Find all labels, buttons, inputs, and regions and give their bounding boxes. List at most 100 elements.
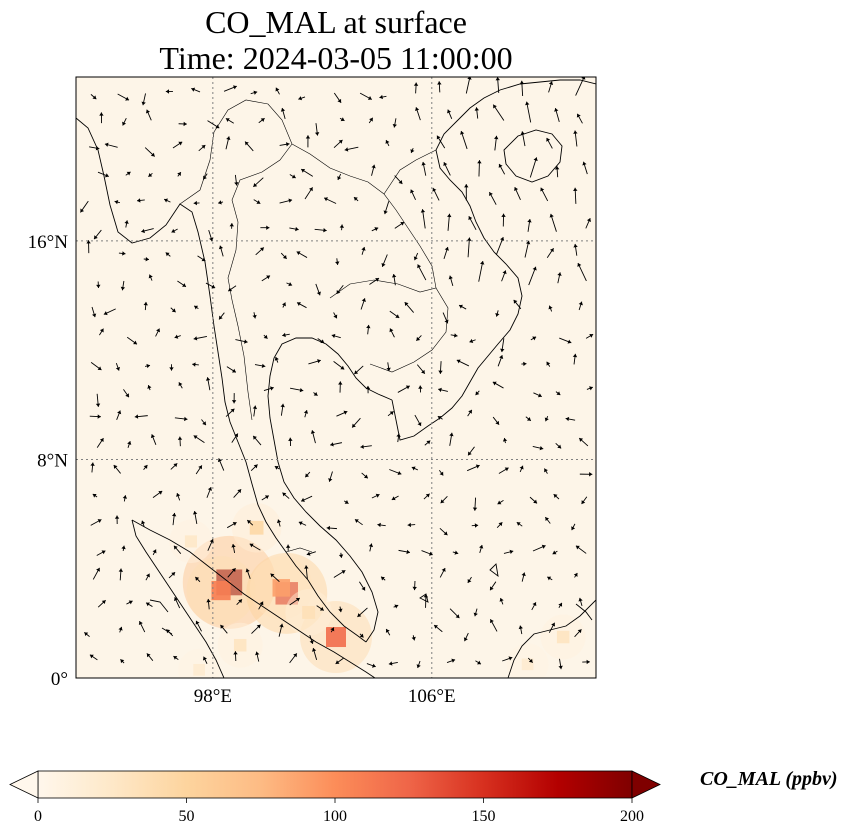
wind-arrow <box>84 632 90 637</box>
wind-arrow <box>298 521 307 526</box>
wind-arrow <box>201 419 207 426</box>
wind-arrow <box>246 519 254 526</box>
map-frame <box>75 76 597 679</box>
wind-arrow <box>353 196 359 202</box>
wind-arrow <box>354 365 364 375</box>
coastline-sumatra-west <box>131 519 225 678</box>
hotspot <box>211 580 231 601</box>
wind-arrow <box>103 308 116 316</box>
wind-arrow <box>270 573 280 583</box>
wind-arrow <box>229 223 234 229</box>
wind-arrow <box>368 543 374 552</box>
wind-arrow <box>118 568 124 581</box>
wind-arrow <box>386 362 391 372</box>
wind-arrow <box>516 521 523 527</box>
wind-arrow <box>231 433 239 443</box>
wind-arrow <box>385 139 390 147</box>
wind-arrow <box>440 496 448 504</box>
wind-arrow <box>206 598 211 610</box>
wind-arrow <box>407 522 416 528</box>
wind-arrow <box>415 107 421 121</box>
wind-arrow <box>123 389 130 398</box>
wind-arrow <box>369 277 380 285</box>
wind-arrow <box>206 486 212 498</box>
wind-arrow <box>282 492 290 499</box>
wind-arrow <box>385 628 391 636</box>
colorbar-gradient <box>37 770 633 799</box>
wind-arrow <box>231 543 236 554</box>
wind-arrow <box>467 446 475 456</box>
wind-arrow <box>514 186 521 201</box>
wind-arrow <box>286 282 293 287</box>
wind-arrow <box>394 221 405 229</box>
wind-arrow <box>309 635 314 645</box>
wind-arrow <box>303 410 309 418</box>
wind-arrow <box>576 113 583 124</box>
wind-arrow <box>195 465 203 475</box>
wind-arrow <box>177 280 187 288</box>
coastline-gulf <box>267 337 393 643</box>
wind-arrow <box>89 654 98 661</box>
wind-arrow <box>93 229 102 240</box>
border-myanmar-china <box>179 99 293 205</box>
wind-arrow <box>155 328 161 337</box>
wind-arrow <box>261 275 271 282</box>
wind-arrow <box>145 573 150 581</box>
wind-arrow <box>447 213 452 231</box>
wind-arrow <box>193 305 199 310</box>
wind-arrow <box>288 437 293 447</box>
wind-arrow <box>439 527 448 536</box>
wind-arrow <box>377 522 386 528</box>
wind-arrow <box>548 305 553 312</box>
wind-arrow <box>543 468 548 474</box>
wind-arrow <box>205 377 211 391</box>
wind-arrow <box>280 403 285 416</box>
wind-arrow <box>578 301 583 311</box>
wind-arrow <box>99 112 104 124</box>
wind-arrow <box>368 117 374 124</box>
wind-arrow <box>433 624 443 633</box>
wind-arrow <box>233 651 238 662</box>
wind-arrow <box>279 142 290 147</box>
wind-arrow <box>245 568 251 579</box>
wind-arrow <box>500 338 505 353</box>
gridlines <box>76 77 596 678</box>
colorbar-tick-label: 200 <box>620 808 644 825</box>
wind-arrow <box>501 270 507 282</box>
wind-arrow <box>96 281 101 289</box>
colorbar-label: CO_MAL (ppbv) <box>700 768 838 790</box>
wind-arrow <box>278 623 284 637</box>
wind-arrow <box>442 312 449 324</box>
wind-arrow <box>361 472 369 479</box>
wind-arrow <box>148 274 153 281</box>
wind-arrow <box>387 411 394 417</box>
wind-arrow <box>497 499 504 505</box>
wind-arrow <box>579 472 593 477</box>
coastline-vietnam <box>391 79 596 441</box>
map-subtitle-time: Time: 2024-03-05 11:00:00 <box>159 40 513 76</box>
wind-arrow <box>207 120 220 129</box>
wind-arrow <box>89 414 101 419</box>
lat-tick-label: 8°N <box>37 450 68 471</box>
wind-arrow <box>404 301 414 313</box>
wind-arrow <box>120 280 126 291</box>
wind-arrow <box>225 136 231 150</box>
wind-arrow <box>225 408 235 417</box>
wind-arrow <box>460 130 468 150</box>
wind-arrow <box>218 200 224 205</box>
wind-arrow <box>311 647 318 661</box>
wind-arrow <box>114 199 120 205</box>
wind-arrow <box>97 171 109 178</box>
wind-arrow <box>227 285 237 292</box>
wind-arrow <box>423 594 429 608</box>
wind-arrow <box>549 213 557 232</box>
wind-arrow <box>371 493 380 499</box>
wind-arrow <box>443 246 449 260</box>
wind-arrow <box>205 282 216 289</box>
wind-arrow <box>193 200 200 206</box>
wind-arrow <box>261 495 270 501</box>
wind-arrow <box>397 385 410 393</box>
colorbar: 0 50 100 150 200 <box>9 770 661 825</box>
wind-arrow <box>554 166 560 178</box>
wind-arrow <box>313 391 318 397</box>
